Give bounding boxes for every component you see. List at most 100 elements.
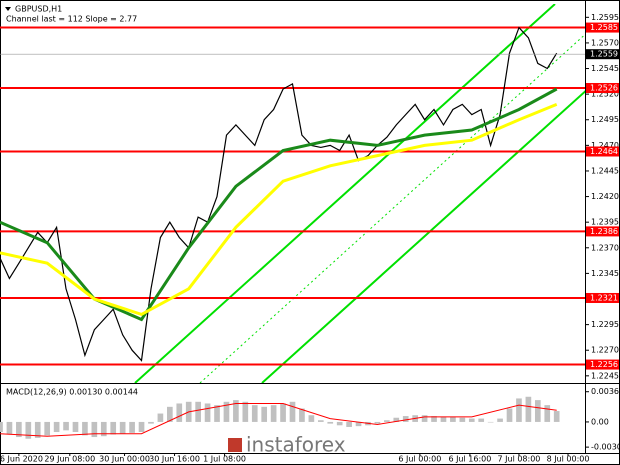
macd-bar	[119, 421, 126, 434]
level-label-box	[586, 146, 619, 157]
x-tick-label: 26 Jun 2020	[0, 455, 43, 464]
macd-bar	[82, 421, 88, 436]
y-tick-label: 1.2470	[591, 141, 619, 150]
macd-bar	[440, 416, 447, 422]
macd-bar	[16, 421, 22, 438]
macd-bar	[167, 406, 173, 422]
macd-bar	[308, 415, 315, 422]
macd-bar	[214, 405, 220, 422]
level-label: 1.2585	[590, 23, 618, 32]
macd-bar	[251, 405, 258, 422]
x-tick-label: 29 Jun 08:00	[44, 455, 95, 464]
y-tick-label: 1.2570	[591, 38, 619, 47]
macd-bar	[0, 421, 3, 433]
watermark: instaforex	[228, 433, 346, 457]
macd-bar	[223, 401, 230, 422]
macd-bar	[280, 403, 286, 422]
macd-bar	[374, 421, 381, 424]
x-tick-label: 7 Jul 08:00	[498, 455, 541, 464]
level-label-box	[586, 359, 619, 370]
chart-title: GBPUSD,H1	[15, 5, 62, 14]
x-tick-label: 1 Jul 08:00	[203, 455, 246, 464]
price-line	[0, 103, 558, 317]
price-line	[0, 26, 558, 362]
x-tick-label: 6 Jul 00:00	[398, 455, 441, 464]
signal-line	[0, 403, 557, 437]
macd-bar	[525, 396, 532, 422]
level-label-box	[586, 292, 619, 303]
macd-bar	[450, 416, 456, 422]
level-label: 1.2464	[590, 147, 618, 156]
macd-bar	[487, 421, 494, 423]
y-tick-label: 1.2370	[591, 243, 619, 252]
macd-bar	[327, 421, 334, 424]
macd-bar	[468, 418, 475, 422]
macd-bar	[553, 411, 560, 422]
macd-bar	[516, 398, 522, 422]
macd-bar	[233, 400, 239, 422]
x-tick-label: 30 Jun 00:00	[99, 455, 150, 464]
y-tick-label: 1.2395	[591, 218, 619, 227]
y-tick-label: 1.2595	[591, 13, 619, 22]
macd-bar	[497, 418, 503, 422]
channel-upper	[134, 4, 556, 383]
y-tick-label: 0.0036	[591, 387, 619, 396]
macd-bar	[195, 401, 201, 422]
macd-bar	[100, 421, 107, 437]
macd-bar	[336, 421, 343, 426]
macd-bar	[506, 408, 513, 422]
macd-bar	[91, 421, 98, 438]
y-tick-label: 1.2345	[591, 269, 619, 278]
macd-bar	[242, 401, 249, 422]
macd-bar	[63, 421, 69, 431]
x-tick-label: 8 Jul 00:00	[547, 455, 590, 464]
macd-title: MACD(12,26,9) 0.00130 0.00144	[6, 388, 138, 397]
macd-bar	[72, 421, 79, 433]
macd-bar	[6, 421, 13, 435]
watermark-text: instaforex	[246, 433, 346, 457]
watermark-icon	[228, 438, 242, 452]
y-tick-label: -0.0030	[591, 443, 620, 452]
last-price-label: 1.2559	[590, 50, 618, 59]
macd-bar	[289, 401, 296, 422]
macd-bar	[431, 416, 437, 422]
y-tick-label: 1.2520	[591, 90, 619, 99]
macd-bar	[138, 421, 145, 433]
y-tick-label: 1.2545	[591, 64, 619, 73]
macd-bar	[44, 421, 51, 436]
y-tick-label: 1.2270	[591, 346, 619, 355]
macd-bar	[459, 417, 466, 422]
macd-bar	[346, 421, 352, 427]
level-label: 1.2526	[590, 83, 618, 92]
level-label-box	[586, 226, 619, 237]
x-tick-label: 6 Jul 16:00	[448, 455, 491, 464]
chart-subtitle: Channel last = 112 Slope = 2.77	[6, 15, 137, 24]
level-label: 1.2256	[590, 360, 618, 369]
macd-bar	[157, 413, 164, 422]
y-tick-label: 0.00	[591, 417, 609, 426]
x-tick-label: 30 Jun 16:00	[149, 455, 200, 464]
macd-bar	[25, 421, 32, 439]
macd-bar	[393, 417, 400, 422]
macd-bar	[204, 403, 211, 422]
macd-bar	[110, 421, 117, 435]
macd-bar	[402, 416, 409, 422]
macd-bar	[534, 400, 541, 422]
y-tick-label: 1.2420	[591, 192, 619, 201]
level-label: 1.2321	[590, 293, 618, 302]
macd-bar	[176, 403, 183, 422]
macd-bar	[129, 421, 135, 433]
macd-bar	[544, 405, 551, 422]
macd-bar	[317, 420, 324, 422]
y-tick-label: 1.2445	[591, 166, 619, 175]
macd-bar	[148, 421, 154, 424]
macd-area	[0, 396, 560, 439]
macd-bar	[355, 421, 362, 427]
level-label-box	[586, 82, 619, 93]
macd-bar	[421, 415, 428, 422]
plot-area	[0, 26, 585, 366]
level-label-box	[586, 22, 619, 33]
y-tick-label: 1.2495	[591, 115, 619, 124]
